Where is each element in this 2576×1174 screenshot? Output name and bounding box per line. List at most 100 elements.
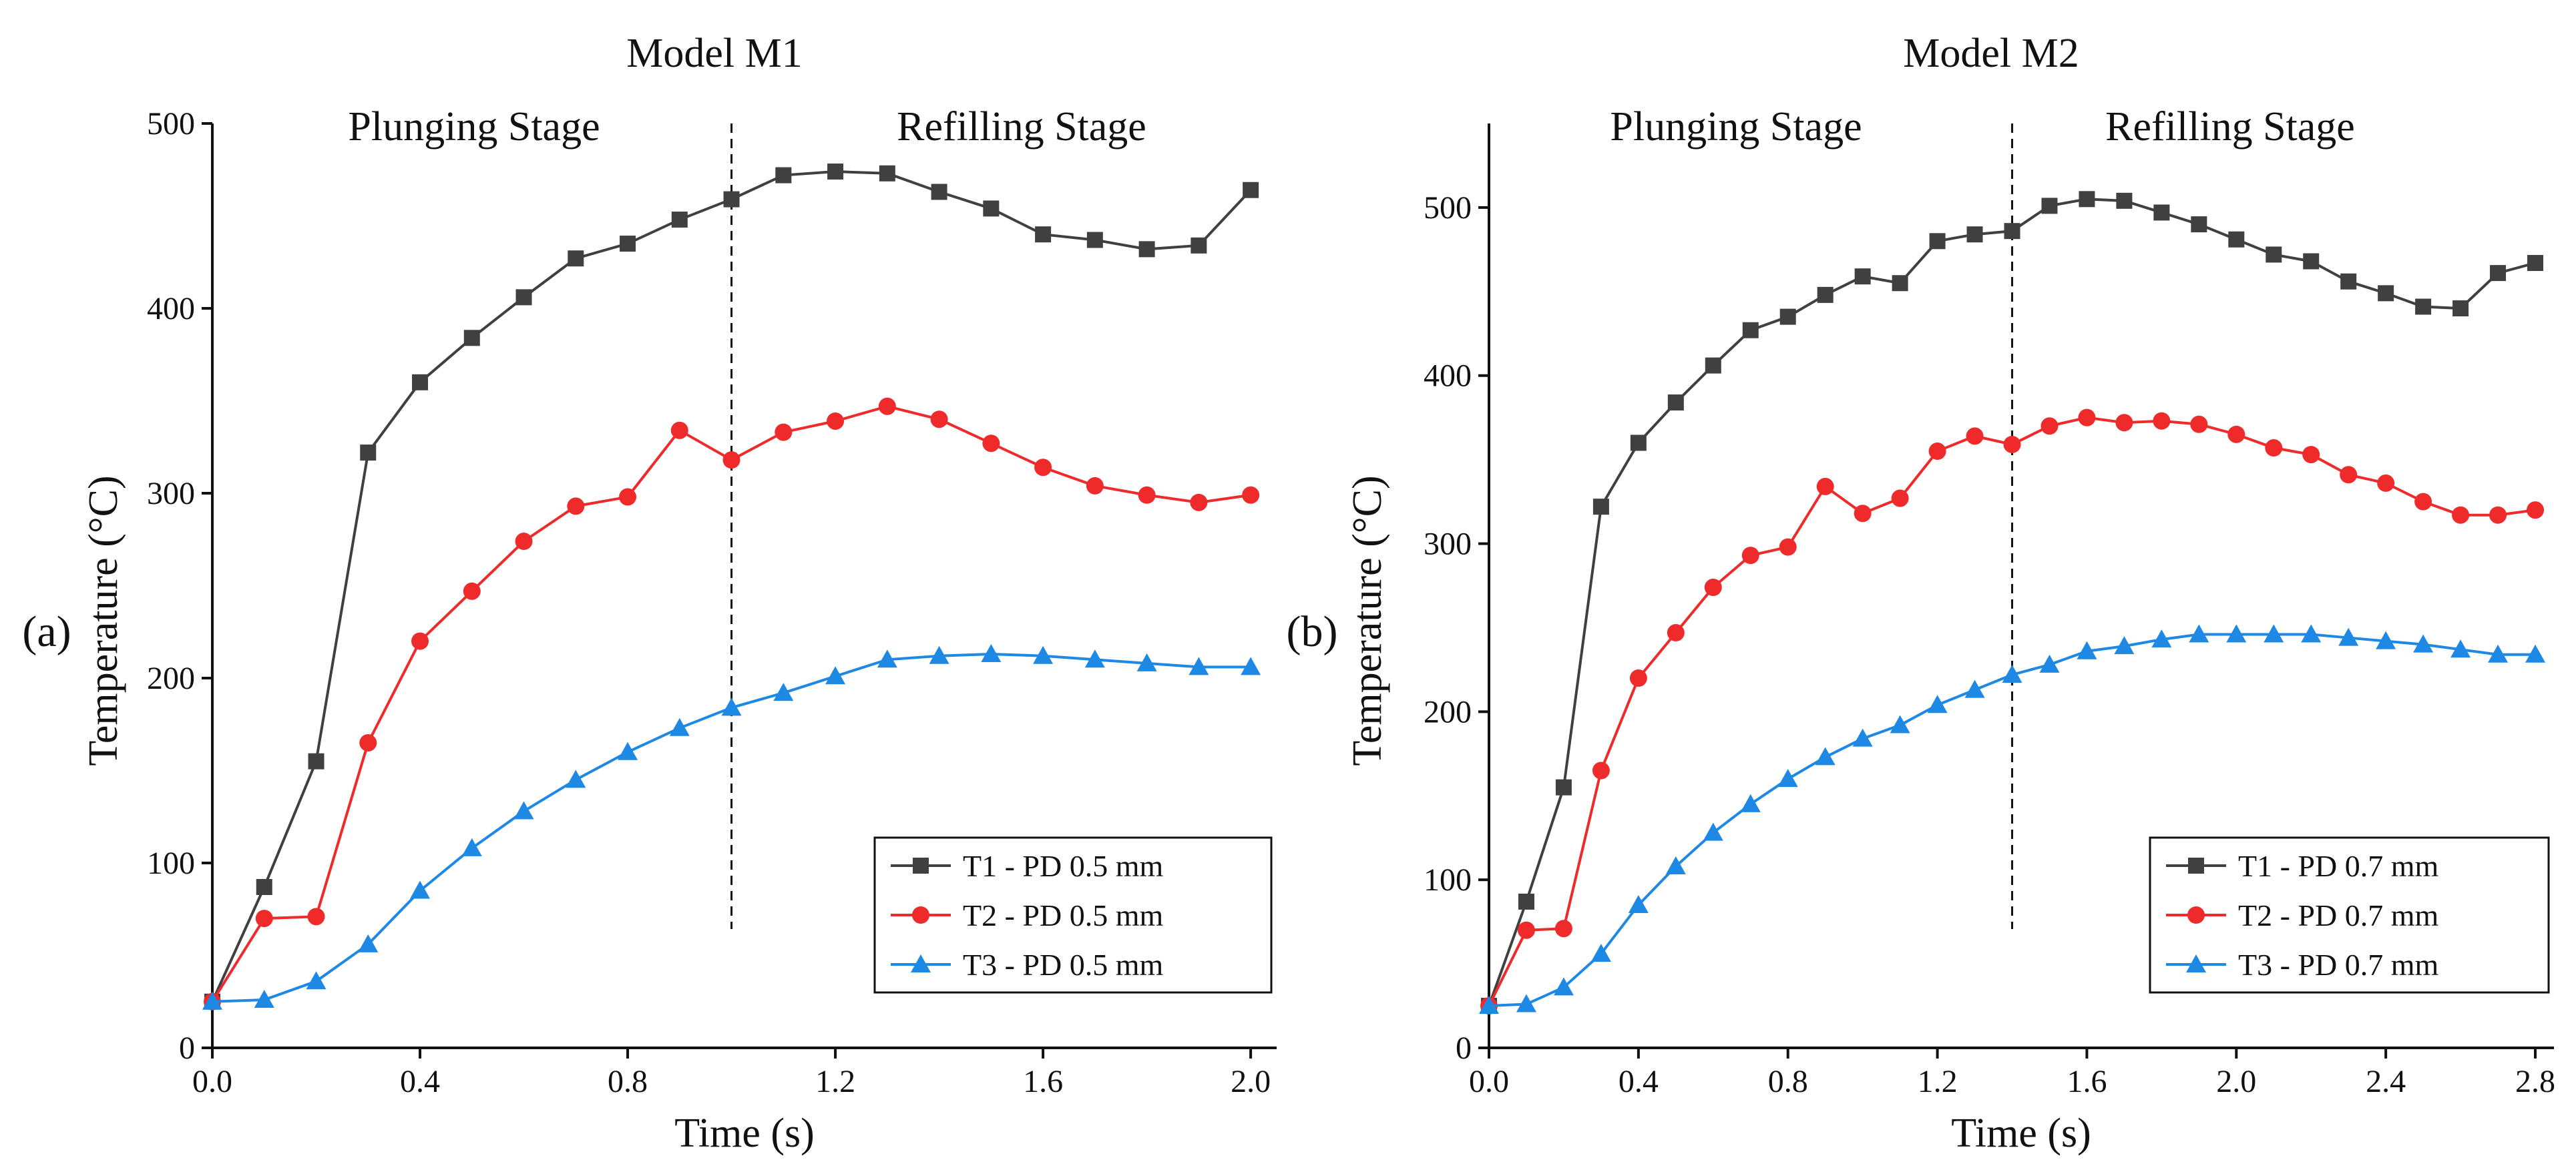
chart-title: Model M2 xyxy=(1903,31,2079,76)
data-point xyxy=(1189,657,1209,675)
data-point xyxy=(983,200,1000,217)
data-point xyxy=(1854,268,1871,285)
data-point xyxy=(1033,645,1054,664)
data-point xyxy=(2079,191,2095,208)
data-point xyxy=(1242,486,1260,504)
data-point xyxy=(1966,427,1984,445)
data-point xyxy=(827,412,845,430)
legend: T1 - PD 0.5 mm T2 - PD 0.5 mm T3 - PD 0.5 … xyxy=(873,836,1273,994)
data-point xyxy=(2378,285,2394,302)
data-point xyxy=(1779,538,1797,556)
data-point xyxy=(410,880,431,899)
data-point xyxy=(2114,636,2135,655)
data-point xyxy=(412,374,429,390)
data-point xyxy=(1518,893,1534,910)
data-point xyxy=(2490,265,2507,282)
data-point xyxy=(1927,695,1948,713)
series-2 xyxy=(204,397,1260,1010)
data-point xyxy=(2039,654,2060,673)
data-point xyxy=(2340,466,2358,484)
legend-marker xyxy=(2187,906,2205,924)
data-point xyxy=(254,989,274,1008)
x-tick-label: 0.4 xyxy=(400,1064,440,1099)
data-point xyxy=(1554,920,1572,938)
data-point xyxy=(256,879,272,896)
data-point xyxy=(411,632,429,650)
chart-title: Model M1 xyxy=(626,31,803,76)
stage-label-refilling: Refilling Stage xyxy=(897,104,1146,150)
x-tick-label: 2.4 xyxy=(2366,1064,2406,1099)
data-point xyxy=(2338,627,2359,646)
data-point xyxy=(1817,286,1834,303)
panel-label: (a) xyxy=(22,607,71,656)
data-point xyxy=(1555,779,1572,796)
data-point xyxy=(1136,653,1157,671)
data-point xyxy=(1667,624,1685,642)
data-point xyxy=(1665,856,1686,875)
legend-label: T2 - PD 0.7 mm xyxy=(2238,898,2439,932)
legend-marker xyxy=(2186,954,2206,972)
data-point xyxy=(1892,275,1908,292)
data-point xyxy=(308,753,325,770)
data-point xyxy=(1777,769,1798,788)
data-point xyxy=(566,770,586,788)
data-point xyxy=(723,191,740,208)
data-point xyxy=(1243,182,1259,198)
data-point xyxy=(2303,253,2320,270)
legend-label: T3 - PD 0.7 mm xyxy=(2238,948,2439,982)
x-tick-label: 1.6 xyxy=(1023,1064,1063,1099)
data-point xyxy=(1852,728,1873,747)
data-point xyxy=(1630,434,1647,451)
data-point xyxy=(461,838,482,856)
y-axis-label: Temperature (°C) xyxy=(1345,475,1390,766)
data-point xyxy=(1138,486,1156,504)
data-point xyxy=(1854,505,1872,523)
data-point xyxy=(2077,641,2097,659)
data-point xyxy=(1890,715,1910,733)
data-point xyxy=(567,497,585,515)
data-point xyxy=(1138,241,1155,258)
y-tick-label: 0 xyxy=(179,1031,195,1066)
data-point xyxy=(2116,192,2133,209)
x-tick-label: 1.2 xyxy=(815,1064,855,1099)
legend-box xyxy=(2149,836,2550,994)
data-point xyxy=(307,908,325,926)
series-1 xyxy=(1481,191,2544,1014)
data-point xyxy=(358,934,379,952)
y-tick-label: 400 xyxy=(147,291,195,326)
panel-m2: Model M2 (b) Temperature (°C) Time (s) P… xyxy=(1287,31,2556,1156)
data-point xyxy=(463,330,480,346)
x-axis-label: Time (s) xyxy=(674,1111,815,1156)
data-point xyxy=(2413,634,2434,653)
data-point xyxy=(2265,439,2283,457)
y-tick-label: 200 xyxy=(147,661,195,696)
data-point xyxy=(1086,232,1103,248)
data-point xyxy=(2191,216,2207,233)
data-point xyxy=(2452,300,2469,316)
data-point xyxy=(721,697,742,716)
data-point xyxy=(1035,226,1052,243)
y-axis-label: Temperature (°C) xyxy=(81,475,126,766)
data-point xyxy=(2302,446,2320,464)
data-point xyxy=(981,643,1002,662)
data-point xyxy=(2078,408,2096,426)
data-point xyxy=(1928,443,1946,461)
data-point xyxy=(2266,246,2282,263)
data-point xyxy=(1966,226,1983,243)
plot-area-m2: 0 100 200 300 400 500 0.0 0.4 0.8 1.2 1.6 2.0 2.4 2.8… xyxy=(1424,123,2555,1099)
legend-label: T1 - PD 0.7 mm xyxy=(2238,849,2439,883)
data-point xyxy=(513,801,534,820)
data-point xyxy=(1191,237,1207,254)
data-point xyxy=(1891,489,1909,507)
data-point xyxy=(930,410,948,428)
data-point xyxy=(775,167,792,184)
data-point xyxy=(2525,644,2546,663)
y-tick-label: 100 xyxy=(1424,862,1472,898)
panel-label: (b) xyxy=(1287,607,1338,656)
x-tick-label: 1.6 xyxy=(2067,1064,2107,1099)
data-point xyxy=(1779,308,1796,325)
data-point xyxy=(825,666,846,685)
stage-label-refilling: Refilling Stage xyxy=(2105,104,2355,150)
legend: T1 - PD 0.7 mm T2 - PD 0.7 mm T3 - PD 0.7 … xyxy=(2149,836,2550,994)
data-point xyxy=(255,910,273,928)
